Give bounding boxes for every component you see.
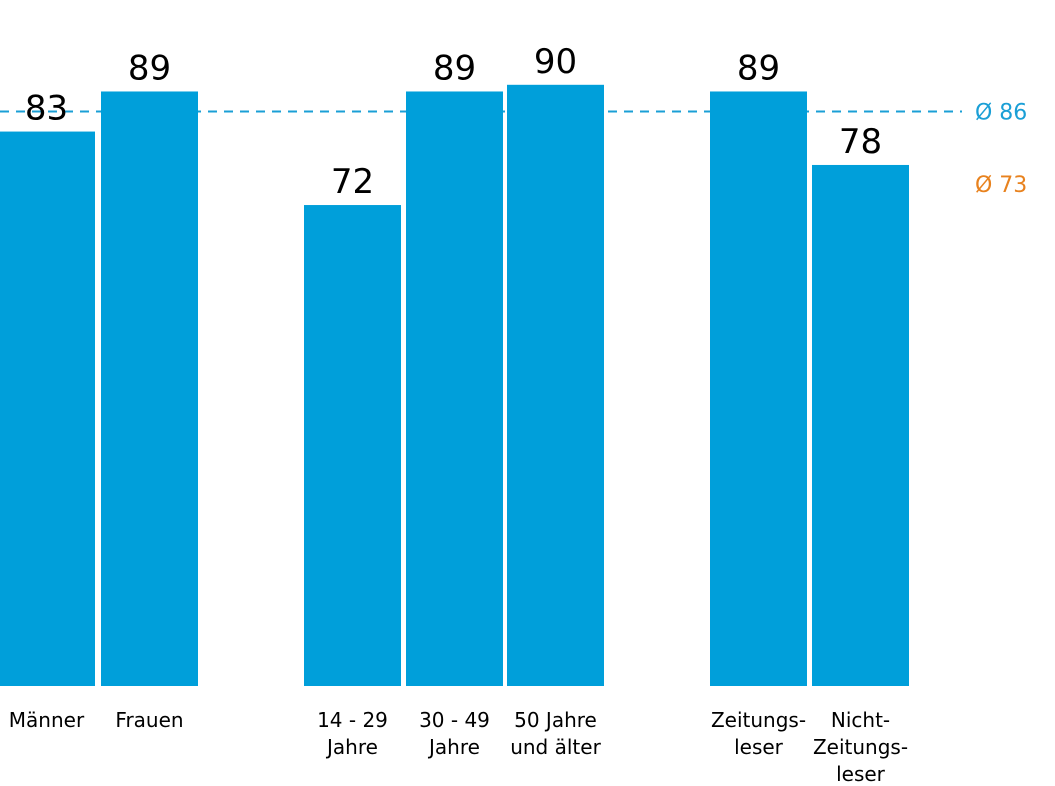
- category-label-6-line-2: leser: [836, 762, 886, 786]
- bars-group: [0, 84, 909, 687]
- category-label-3-line-0: 30 - 49: [419, 708, 490, 732]
- value-labels-group: 83 89 72 89 90 89 78: [25, 42, 882, 202]
- category-label-0-line-0: Männer: [9, 708, 85, 732]
- category-label-2-line-1: Jahre: [325, 735, 378, 759]
- bar-3: [406, 91, 503, 687]
- value-label-0: 83: [25, 89, 68, 129]
- value-label-5: 89: [737, 48, 780, 88]
- category-label-1-line-0: Frauen: [115, 708, 183, 732]
- value-label-4: 90: [534, 42, 577, 82]
- value-label-3: 89: [433, 48, 476, 88]
- bar-5: [710, 91, 807, 687]
- bar-1: [101, 91, 198, 687]
- value-label-6: 78: [839, 122, 882, 162]
- average-86-label: Ø 86: [975, 101, 1027, 126]
- category-labels-group: Männer Frauen 14 - 29 Jahre 30 - 49 Jahre 50 J…: [9, 708, 908, 786]
- bar-4: [507, 84, 604, 687]
- value-label-1: 89: [128, 48, 171, 88]
- category-label-3-line-1: Jahre: [427, 735, 480, 759]
- category-label-5-line-0: Zeitungs-: [711, 708, 806, 732]
- category-label-4-line-1: und älter: [510, 735, 601, 759]
- category-label-5-line-1: leser: [734, 735, 784, 759]
- bar-0: [0, 131, 95, 686]
- bar-6: [812, 164, 909, 686]
- value-label-2: 72: [331, 162, 374, 202]
- category-label-4-line-0: 50 Jahre: [514, 708, 597, 732]
- average-73-label: Ø 73: [975, 173, 1027, 198]
- category-label-2-line-0: 14 - 29: [317, 708, 388, 732]
- category-label-6-line-0: Nicht-: [831, 708, 890, 732]
- bar-2: [304, 205, 401, 687]
- category-label-6-line-1: Zeitungs-: [813, 735, 908, 759]
